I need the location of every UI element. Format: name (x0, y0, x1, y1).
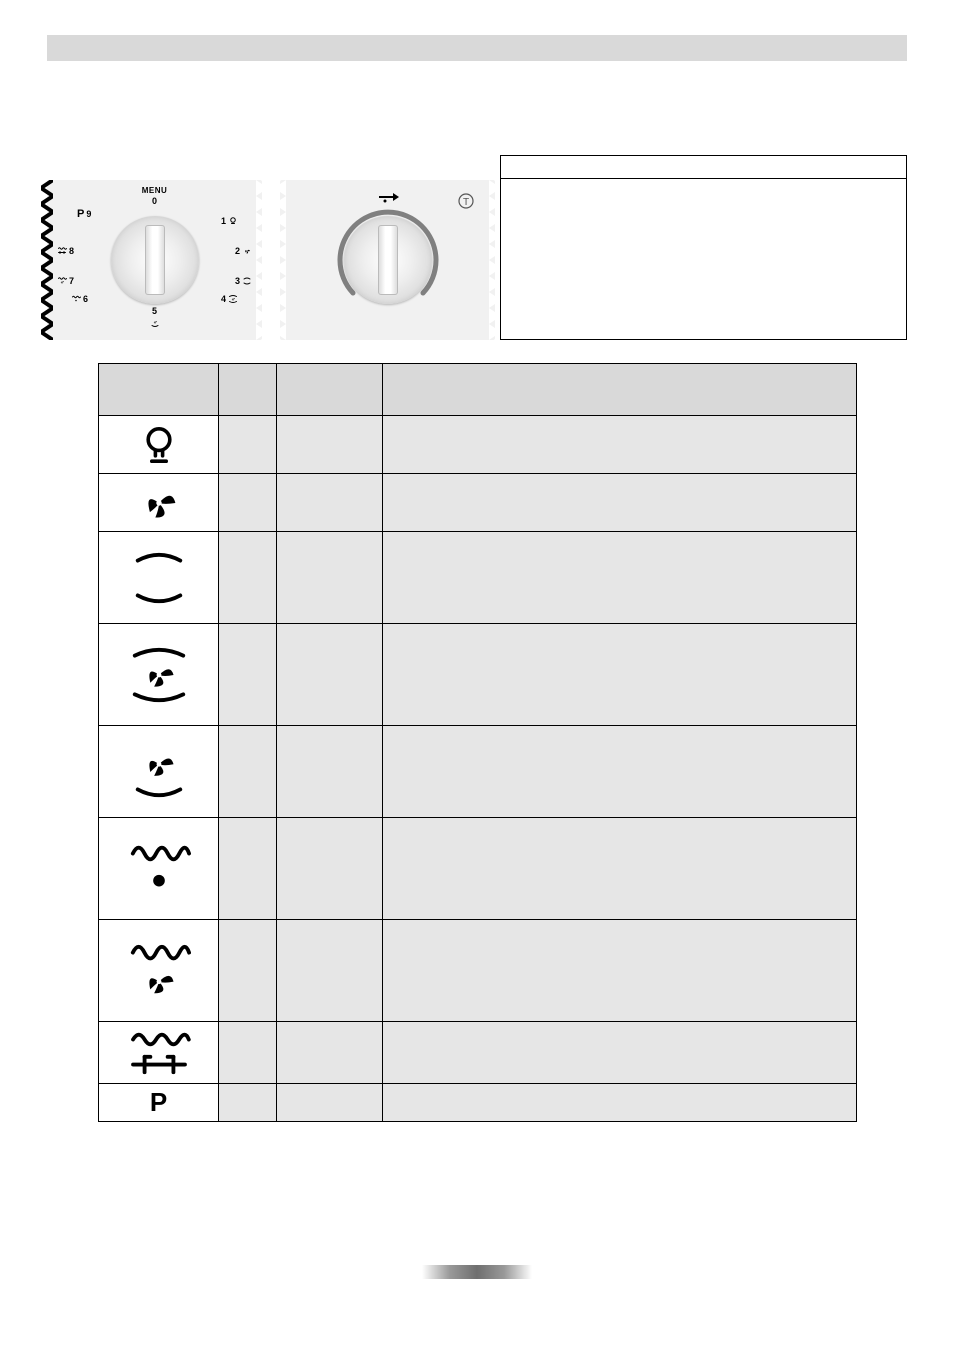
grill-dot-icon (71, 294, 81, 304)
desc-cell (383, 416, 857, 474)
timer-icon: T (457, 192, 475, 215)
grill-fan-icon (127, 939, 191, 1003)
rotisserie-icon (57, 246, 67, 256)
num-cell (219, 818, 277, 920)
function-selector-knob[interactable] (111, 216, 199, 304)
desc-cell (383, 532, 857, 624)
table-row (99, 818, 857, 920)
num-cell (219, 474, 277, 532)
fan-bottom-heat-icon (150, 318, 160, 328)
top-bottom-heat-icon (242, 276, 252, 286)
num-cell (219, 416, 277, 474)
torn-edge-right (256, 180, 268, 340)
table-row: P (99, 1084, 857, 1122)
num-cell (219, 624, 277, 726)
header-band (47, 35, 907, 61)
temp-cell (277, 532, 383, 624)
symbol-cell (99, 624, 219, 726)
function-selector-panel: MENU 0 1 2 3 4 5 6 7 (47, 180, 262, 340)
dial-position-4: 4 (221, 294, 238, 304)
fan-bottom-heat-icon (130, 743, 188, 801)
timer-knob[interactable] (344, 216, 432, 304)
top-bottom-heat-icon (130, 547, 188, 609)
col-desc (383, 364, 857, 416)
convection-icon (228, 294, 238, 304)
dial-position-6: 6 (71, 294, 88, 304)
light-icon (141, 423, 177, 467)
temp-cell (277, 1022, 383, 1084)
light-icon (228, 216, 238, 226)
menu-label: MENU (142, 186, 168, 195)
svg-text:T: T (463, 197, 469, 208)
dial-position-9: 9 P (77, 208, 91, 220)
num-cell (219, 1084, 277, 1122)
desc-cell (383, 624, 857, 726)
num-cell (219, 726, 277, 818)
table-row (99, 1022, 857, 1084)
symbol-cell (99, 1022, 219, 1084)
note-box (500, 155, 907, 340)
dial-position-1: 1 (221, 216, 238, 226)
torn-edge-left (274, 180, 286, 340)
symbol-cell (99, 818, 219, 920)
temp-cell (277, 818, 383, 920)
temp-cell (277, 920, 383, 1022)
fan-icon (137, 483, 181, 523)
desc-cell (383, 1022, 857, 1084)
direction-arrow-icon (377, 190, 399, 208)
torn-edge-left (41, 180, 53, 340)
fan-icon (242, 246, 252, 256)
table-row (99, 474, 857, 532)
table-row (99, 624, 857, 726)
col-num (219, 364, 277, 416)
temp-cell (277, 624, 383, 726)
symbol-cell (99, 532, 219, 624)
col-symbol (99, 364, 219, 416)
timer-panel: T (280, 180, 495, 340)
temp-cell (277, 416, 383, 474)
dial-position-8: 8 (57, 246, 74, 256)
grill-fan-icon (57, 276, 67, 286)
col-temp (277, 364, 383, 416)
symbol-cell (99, 726, 219, 818)
dial-position-0: 0 (152, 196, 157, 206)
desc-cell (383, 920, 857, 1022)
table-row (99, 416, 857, 474)
table-row (99, 532, 857, 624)
letter-p-icon: P (150, 1087, 167, 1117)
num-cell (219, 1022, 277, 1084)
temp-cell (277, 1084, 383, 1122)
symbol-cell (99, 416, 219, 474)
table-row (99, 920, 857, 1022)
dial-position-7: 7 (57, 276, 74, 286)
page-footer-gradient (422, 1265, 532, 1279)
symbol-cell (99, 920, 219, 1022)
symbol-cell (99, 474, 219, 532)
letter-p-icon: P (77, 208, 84, 220)
table-row (99, 726, 857, 818)
desc-cell (383, 726, 857, 818)
desc-cell (383, 1084, 857, 1122)
table-header-row (99, 364, 857, 416)
desc-cell (383, 474, 857, 532)
functions-table: P (98, 363, 857, 1122)
num-cell (219, 920, 277, 1022)
desc-cell (383, 818, 857, 920)
temp-cell (277, 726, 383, 818)
dial-position-5: 5 (150, 306, 160, 328)
num-cell (219, 532, 277, 624)
temp-cell (277, 474, 383, 532)
dial-position-2: 2 (235, 246, 252, 256)
symbol-cell: P (99, 1084, 219, 1122)
grill-dot-icon (127, 838, 191, 900)
rotisserie-icon (127, 1028, 191, 1078)
dial-position-3: 3 (235, 276, 252, 286)
convection-icon (127, 644, 191, 706)
